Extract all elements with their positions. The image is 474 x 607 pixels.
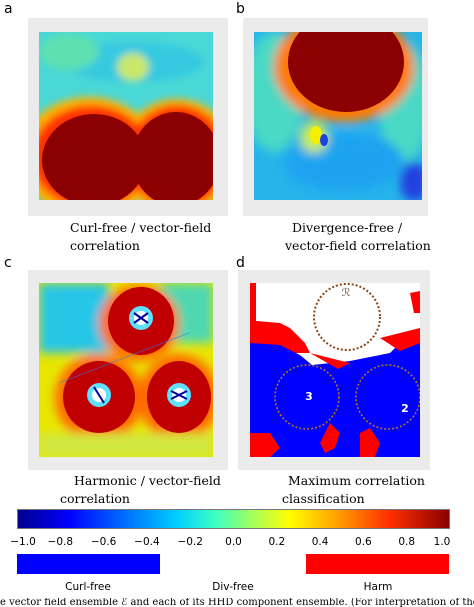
panel-b-heatmap (254, 32, 422, 200)
region-2-label: 2 (401, 402, 409, 415)
colorbar-tick-label: 0.6 (355, 536, 372, 548)
colorbar-tick-label: −0.8 (47, 536, 74, 548)
colorbar-tick-label: 0.2 (268, 536, 286, 548)
panel-d-letter: d (236, 255, 245, 271)
colorbar-tick-label: 1.0 (433, 536, 451, 548)
panel-b-caption-line1: Divergence-free / (292, 220, 403, 235)
panel-b-caption-line2: vector-field correlation (285, 238, 431, 253)
panel-c-heatmap (39, 283, 213, 457)
panel-d-caption-line1: Maximum correlation (288, 473, 425, 488)
colorbar-tick-label: −0.4 (134, 536, 160, 548)
figure-caption-fragment: e vector field ensemble ℰ and each of it… (0, 598, 474, 607)
colorbar-tick-label: 0.0 (225, 536, 242, 548)
panel-c-letter: c (4, 255, 12, 271)
panel-a-caption-line2: correlation (70, 238, 140, 253)
colorbar-tick-label: −0.6 (90, 536, 117, 548)
colorbar-tick-label: −1.0 (10, 536, 36, 548)
region-3-label: 3 (305, 390, 313, 403)
panel-a-heatmap (39, 32, 213, 200)
curl-free-swatch (17, 554, 160, 574)
panel-a-letter: a (4, 1, 13, 17)
panel-c-caption-line1: Harmonic / vector-field (74, 473, 221, 488)
curl-free-label: Curl-free (65, 581, 111, 593)
colorbar-tick-label: −0.2 (177, 536, 203, 548)
colorbar-tick-label: 0.4 (311, 536, 329, 548)
colorbar-tick-label: 0.8 (398, 536, 416, 548)
div-free-swatch (160, 554, 303, 574)
harm-label: Harm (363, 581, 393, 593)
panel-c-caption-line2: correlation (60, 491, 130, 506)
panel-a-caption-line1: Curl-free / vector-field (70, 220, 212, 235)
panel-d-classification (250, 283, 420, 457)
panel-b-caption: Divergence-free / vector-field correlati… (285, 219, 431, 255)
div-free-label: Div-free (212, 581, 254, 593)
panel-c-caption: Harmonic / vector-field correlation (60, 472, 221, 508)
region-r-label: ℛ (341, 286, 351, 299)
panel-a-caption: Curl-free / vector-field correlation (70, 219, 211, 255)
panel-b-letter: b (236, 1, 245, 17)
colorbar (17, 509, 450, 529)
harm-swatch (306, 554, 449, 574)
panel-d-caption: Maximum correlation classification (282, 472, 425, 508)
panel-d-caption-line2: classification (282, 491, 365, 506)
